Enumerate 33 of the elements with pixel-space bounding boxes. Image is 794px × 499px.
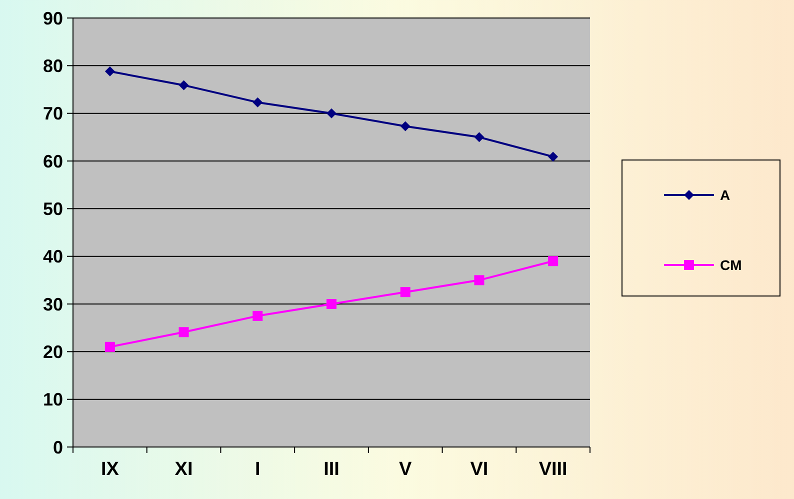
y-tick-label: 80 [42, 56, 63, 76]
x-tick-label: V [399, 459, 412, 480]
point [400, 121, 410, 132]
point [178, 327, 189, 338]
x-tick-label: XI [174, 459, 193, 480]
y-tick-label: 20 [42, 342, 63, 362]
y-tick-label: 90 [42, 8, 63, 28]
x-tick-label: III [324, 459, 340, 480]
point [252, 97, 263, 108]
x-tick-label: I [255, 459, 260, 480]
x-tick-label: IX [100, 459, 120, 480]
point [104, 66, 115, 76]
y-tick-label: 50 [42, 198, 63, 219]
legend-label: A [720, 186, 730, 203]
point [104, 342, 115, 352]
point [474, 275, 484, 286]
point [400, 287, 410, 298]
point [548, 152, 558, 162]
y-tick-label: 10 [42, 390, 63, 410]
y-tick-label: 40 [42, 246, 63, 267]
y-tick-label: 60 [42, 151, 63, 172]
point [474, 132, 484, 142]
y-tick-label: 0 [52, 437, 63, 458]
legend-label: CM [720, 256, 742, 273]
y-tick-label: 70 [42, 104, 63, 124]
point [178, 80, 189, 90]
point [326, 108, 336, 118]
y-tick-label: 30 [42, 294, 63, 314]
x-tick-label: VIII [538, 459, 568, 480]
point [252, 310, 263, 321]
point [326, 299, 336, 309]
x-tick-label: VI [470, 459, 488, 480]
point [548, 256, 558, 266]
